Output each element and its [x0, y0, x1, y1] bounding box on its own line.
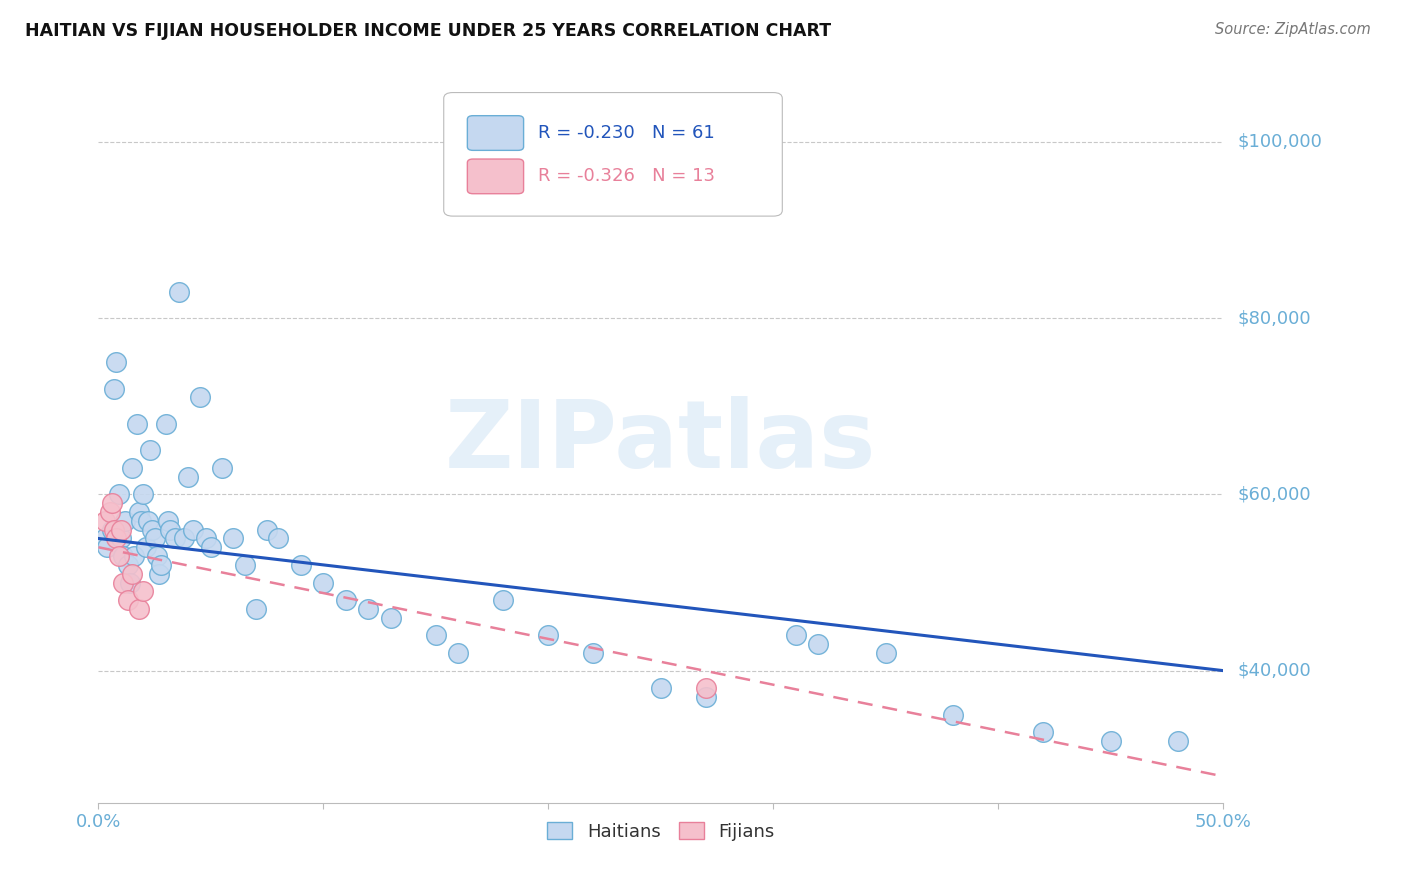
- Text: Source: ZipAtlas.com: Source: ZipAtlas.com: [1215, 22, 1371, 37]
- Point: [132, 487, 155, 501]
- Point: [103, 523, 125, 537]
- Point: [129, 514, 152, 528]
- Point: [98, 505, 121, 519]
- Point: [155, 417, 177, 431]
- Point: [245, 602, 267, 616]
- Point: [135, 541, 157, 555]
- Point: [105, 355, 128, 369]
- Text: $100,000: $100,000: [1237, 133, 1322, 151]
- Point: [141, 523, 163, 537]
- Point: [103, 382, 125, 396]
- Point: [125, 417, 148, 431]
- Point: [492, 593, 515, 607]
- Text: R = -0.230   N = 61: R = -0.230 N = 61: [538, 124, 716, 142]
- Point: [195, 532, 218, 546]
- Point: [101, 523, 124, 537]
- Text: HAITIAN VS FIJIAN HOUSEHOLDER INCOME UNDER 25 YEARS CORRELATION CHART: HAITIAN VS FIJIAN HOUSEHOLDER INCOME UND…: [25, 22, 831, 40]
- Legend: Haitians, Fijians: Haitians, Fijians: [540, 814, 782, 848]
- Point: [173, 532, 195, 546]
- Point: [169, 285, 191, 299]
- Point: [107, 487, 129, 501]
- Point: [117, 593, 139, 607]
- Point: [124, 549, 146, 563]
- Point: [211, 461, 233, 475]
- Point: [110, 523, 132, 537]
- Point: [114, 514, 136, 528]
- Point: [807, 637, 830, 651]
- Point: [335, 593, 357, 607]
- Point: [695, 681, 717, 696]
- Point: [875, 646, 897, 660]
- Point: [107, 549, 129, 563]
- Point: [139, 443, 162, 458]
- Point: [136, 514, 159, 528]
- FancyBboxPatch shape: [444, 93, 782, 216]
- Point: [121, 461, 143, 475]
- Point: [96, 541, 118, 555]
- Point: [150, 558, 173, 572]
- Text: $40,000: $40,000: [1237, 662, 1310, 680]
- FancyBboxPatch shape: [467, 116, 523, 151]
- Point: [94, 532, 117, 546]
- Point: [101, 496, 124, 510]
- Point: [112, 575, 135, 590]
- Point: [117, 558, 139, 572]
- Point: [110, 532, 132, 546]
- Point: [695, 690, 717, 704]
- Point: [537, 628, 560, 642]
- Point: [312, 575, 335, 590]
- Point: [105, 532, 128, 546]
- Point: [94, 514, 117, 528]
- Text: R = -0.326   N = 13: R = -0.326 N = 13: [538, 168, 716, 186]
- Text: $80,000: $80,000: [1237, 310, 1310, 327]
- Point: [942, 707, 965, 722]
- Point: [188, 391, 211, 405]
- Point: [157, 514, 180, 528]
- Point: [159, 523, 181, 537]
- Point: [222, 532, 245, 546]
- Point: [1099, 734, 1122, 748]
- Point: [177, 470, 200, 484]
- Point: [380, 611, 402, 625]
- Text: $60,000: $60,000: [1237, 485, 1310, 503]
- Point: [112, 549, 135, 563]
- Point: [143, 532, 166, 546]
- Point: [181, 523, 204, 537]
- Point: [233, 558, 256, 572]
- Point: [146, 549, 169, 563]
- Point: [447, 646, 470, 660]
- Point: [357, 602, 380, 616]
- Point: [267, 532, 290, 546]
- Point: [1032, 725, 1054, 739]
- Point: [425, 628, 447, 642]
- Point: [128, 505, 150, 519]
- Point: [200, 541, 222, 555]
- Text: ZIPatlas: ZIPatlas: [446, 395, 876, 488]
- Point: [121, 566, 143, 581]
- FancyBboxPatch shape: [467, 159, 523, 194]
- Point: [132, 584, 155, 599]
- Point: [148, 566, 170, 581]
- Point: [1167, 734, 1189, 748]
- Point: [128, 602, 150, 616]
- Point: [650, 681, 672, 696]
- Point: [163, 532, 186, 546]
- Point: [582, 646, 605, 660]
- Point: [118, 575, 141, 590]
- Point: [256, 523, 278, 537]
- Point: [785, 628, 807, 642]
- Point: [290, 558, 312, 572]
